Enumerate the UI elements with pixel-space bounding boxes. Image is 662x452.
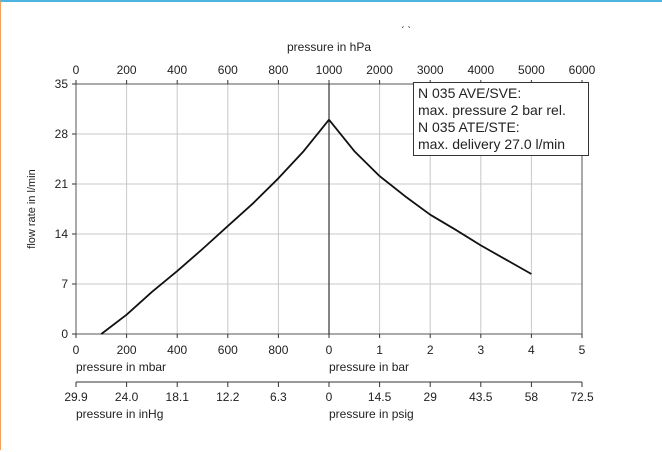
pressure-flow-curve	[328, 119, 532, 275]
inhg-tick-label: 18.1	[166, 390, 190, 404]
vacuum-flow-curve	[100, 119, 330, 335]
header-marks: ˏ ˎ	[401, 17, 411, 29]
top-tick-label: 600	[218, 63, 238, 77]
mbar-axis-label: pressure in mbar	[76, 360, 166, 374]
inhg-tick-label: 6.3	[270, 390, 287, 404]
mbar-tick-label: 800	[268, 343, 288, 357]
y-tick-label: 28	[55, 127, 69, 141]
note-line-4: max. delivery 27.0 l/min	[418, 136, 566, 152]
y-tick-label: 0	[61, 327, 68, 341]
top-tick-label: 3000	[417, 63, 444, 77]
inhg-axis-label: pressure in inHg	[76, 407, 163, 421]
y-axis-label: flow rate in l/min	[26, 169, 38, 248]
inhg-tick-label: 29.9	[64, 390, 88, 404]
note-line-2: max. pressure 2 bar rel.	[418, 102, 566, 118]
top-tick-label: 4000	[467, 63, 494, 77]
bar-tick-label: 2	[427, 343, 434, 357]
top-tick-label: 0	[73, 63, 80, 77]
y-tick-label: 21	[55, 177, 69, 191]
top-tick-label: 2000	[366, 63, 393, 77]
mbar-tick-label: 0	[326, 343, 333, 357]
bar-tick-label: 1	[376, 343, 383, 357]
psig-tick-label: 72.5	[570, 390, 594, 404]
bar-tick-label: 5	[579, 343, 586, 357]
note-line-1: N 035 AVE/SVE:	[418, 85, 522, 101]
mbar-tick-label: 400	[167, 343, 187, 357]
top-tick-label: 5000	[518, 63, 545, 77]
top-tick-label: 1000	[316, 63, 343, 77]
top-tick-label: 200	[117, 63, 137, 77]
inhg-tick-label: 24.0	[115, 390, 139, 404]
bar-tick-label: 4	[528, 343, 535, 357]
inhg-tick-label: 12.2	[216, 390, 240, 404]
psig-tick-label: 43.5	[469, 390, 493, 404]
mbar-tick-label: 200	[117, 343, 137, 357]
model-note-box: N 035 AVE/SVE: max. pressure 2 bar rel. …	[413, 82, 589, 156]
top-axis-label: pressure in hPa	[287, 40, 371, 54]
psig-tick-label: 29	[424, 390, 438, 404]
top-tick-label: 6000	[569, 63, 596, 77]
psig-tick-label: 58	[525, 390, 539, 404]
inhg-tick-label: 0	[326, 390, 333, 404]
psig-tick-label: 14.5	[368, 390, 392, 404]
top-tick-label: 400	[167, 63, 187, 77]
mbar-tick-label: 0	[73, 343, 80, 357]
y-tick-label: 7	[61, 277, 68, 291]
y-tick-label: 14	[55, 227, 69, 241]
bar-axis-label: pressure in bar	[329, 360, 409, 374]
psig-axis-label: pressure in psig	[329, 407, 414, 421]
mbar-tick-label: 600	[218, 343, 238, 357]
note-line-3: N 035 ATE/STE:	[418, 119, 520, 135]
y-tick-label: 35	[55, 77, 69, 91]
bar-tick-label: 3	[477, 343, 484, 357]
top-tick-label: 800	[268, 63, 288, 77]
